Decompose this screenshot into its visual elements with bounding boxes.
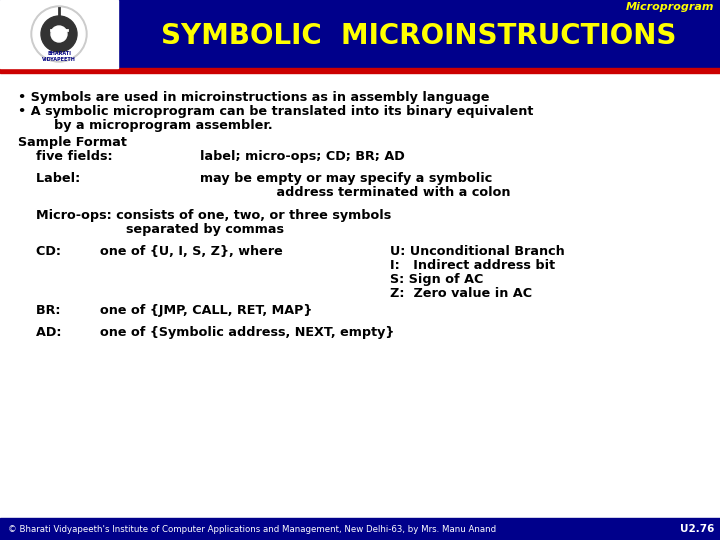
Text: BR:: BR: bbox=[18, 304, 60, 317]
Text: Micro-ops: consists of one, two, or three symbols: Micro-ops: consists of one, two, or thre… bbox=[18, 208, 391, 221]
Bar bbox=[0, 0, 720, 68]
Text: Label:: Label: bbox=[18, 172, 80, 185]
Circle shape bbox=[41, 16, 77, 52]
Text: by a microprogram assembler.: by a microprogram assembler. bbox=[18, 119, 273, 132]
Text: one of {Symbolic address, NEXT, empty}: one of {Symbolic address, NEXT, empty} bbox=[100, 326, 395, 339]
Text: Microprogram: Microprogram bbox=[626, 2, 714, 12]
Bar bbox=[0, 68, 720, 73]
Text: U2.76: U2.76 bbox=[680, 524, 714, 534]
Text: • A symbolic microprogram can be translated into its binary equivalent: • A symbolic microprogram can be transla… bbox=[18, 105, 534, 118]
Text: I:   Indirect address bit: I: Indirect address bit bbox=[390, 259, 555, 272]
Text: Sample Format: Sample Format bbox=[18, 136, 127, 149]
Circle shape bbox=[33, 8, 85, 60]
Text: may be empty or may specify a symbolic: may be empty or may specify a symbolic bbox=[200, 172, 492, 185]
Text: U: Unconditional Branch: U: Unconditional Branch bbox=[390, 245, 564, 258]
Circle shape bbox=[51, 26, 67, 42]
Text: label; micro-ops; CD; BR; AD: label; micro-ops; CD; BR; AD bbox=[200, 150, 405, 163]
Circle shape bbox=[31, 6, 87, 62]
Text: BHARATI
VIDYAPEETH: BHARATI VIDYAPEETH bbox=[42, 51, 76, 62]
Bar bbox=[0, 0, 118, 68]
Text: Z:  Zero value in AC: Z: Zero value in AC bbox=[390, 287, 532, 300]
Text: S: Sign of AC: S: Sign of AC bbox=[390, 273, 483, 286]
Text: AD:: AD: bbox=[18, 326, 61, 339]
Text: five fields:: five fields: bbox=[18, 150, 112, 163]
Text: • Symbols are used in microinstructions as in assembly language: • Symbols are used in microinstructions … bbox=[18, 91, 490, 104]
Text: separated by commas: separated by commas bbox=[18, 222, 284, 235]
Text: one of {JMP, CALL, RET, MAP}: one of {JMP, CALL, RET, MAP} bbox=[100, 304, 312, 317]
Text: SYMBOLIC  MICROINSTRUCTIONS: SYMBOLIC MICROINSTRUCTIONS bbox=[161, 22, 677, 50]
Text: address terminated with a colon: address terminated with a colon bbox=[200, 186, 510, 199]
Text: CD:: CD: bbox=[18, 245, 61, 258]
Text: © Bharati Vidyapeeth's Institute of Computer Applications and Management, New De: © Bharati Vidyapeeth's Institute of Comp… bbox=[8, 524, 496, 534]
Bar bbox=[0, 518, 720, 540]
Text: one of {U, I, S, Z}, where: one of {U, I, S, Z}, where bbox=[100, 245, 283, 258]
